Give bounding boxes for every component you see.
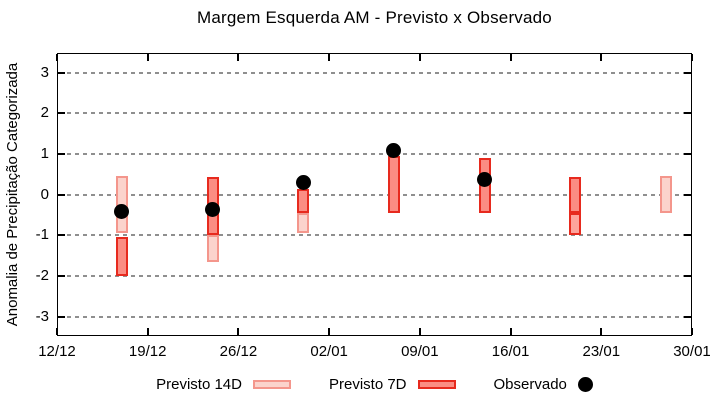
legend-item-previsto-14d: Previsto 14D — [156, 376, 291, 393]
legend-label-previsto-7d: Previsto 7D — [328, 375, 407, 393]
legend-swatch-previsto-7d-icon — [417, 379, 456, 389]
xtick-label: 09/01 — [401, 343, 439, 360]
gridline-y — [59, 274, 690, 277]
xtick-label: 16/01 — [491, 343, 530, 360]
gridline-y — [59, 234, 690, 237]
xtick-top — [691, 54, 693, 61]
ytick-right — [684, 153, 691, 156]
xtick-label: 30/01 — [673, 343, 711, 360]
xtick-top — [509, 54, 512, 61]
chart-title: Margem Esquerda AM - Previsto x Observad… — [197, 8, 552, 27]
xtick-label: 02/01 — [310, 343, 348, 360]
observed-dot — [205, 201, 220, 217]
xtick-bottom — [691, 328, 693, 335]
ytick-left — [58, 153, 65, 156]
xtick-top — [237, 54, 240, 61]
ytick-label: -3 — [35, 307, 49, 325]
forecast-bar-previsto14d — [660, 176, 673, 213]
ytick-left — [58, 112, 65, 115]
gridline-y — [59, 193, 690, 196]
ytick-right — [684, 315, 691, 318]
gridline-y — [59, 315, 690, 318]
legend: Previsto 14D Previsto 7D Observado — [57, 373, 692, 395]
observed-dot — [386, 142, 402, 158]
gridline-y — [59, 71, 690, 74]
observed-dot — [114, 204, 130, 220]
xtick-top — [600, 54, 603, 61]
observed-dot — [295, 175, 311, 191]
ytick-label: 3 — [40, 63, 49, 81]
xtick-bottom — [418, 328, 421, 335]
forecast-bar-previsto7d_light — [569, 212, 582, 236]
ytick-left — [58, 71, 65, 74]
xtick-top — [328, 54, 331, 61]
xtick-bottom — [328, 328, 331, 335]
legend-item-observado: Observado — [494, 376, 593, 393]
ytick-label: 2 — [40, 104, 49, 122]
legend-dot-observado-icon — [577, 376, 593, 392]
ytick-right — [684, 112, 691, 115]
ytick-right — [684, 193, 691, 196]
ytick-left — [58, 315, 65, 318]
xtick-label: 12/12 — [38, 343, 76, 360]
legend-label-observado: Observado — [493, 375, 567, 393]
gridline-y — [59, 112, 690, 115]
ytick-left — [58, 234, 65, 237]
ytick-label: 1 — [40, 145, 49, 163]
ytick-right — [684, 234, 691, 237]
ytick-label: -2 — [35, 266, 49, 284]
legend-item-previsto-7d: Previsto 7D — [329, 376, 456, 393]
legend-swatch-previsto-14d-icon — [252, 379, 291, 389]
forecast-bar-previsto14d — [206, 235, 219, 262]
ytick-right — [684, 274, 691, 277]
xtick-bottom — [146, 328, 149, 335]
xtick-label: 26/12 — [219, 343, 258, 360]
xtick-label: 19/12 — [128, 343, 167, 360]
xtick-bottom — [509, 328, 512, 335]
forecast-bar-previsto7d — [569, 177, 582, 213]
xtick-top — [146, 54, 149, 61]
forecast-bar-previsto14d — [297, 212, 310, 234]
ytick-label: 0 — [40, 185, 49, 203]
forecast-bar-previsto7d — [115, 237, 128, 276]
observed-dot — [477, 171, 493, 187]
ytick-left — [58, 274, 65, 277]
xtick-bottom — [237, 328, 240, 335]
gridline-y — [59, 153, 690, 156]
plot-border — [57, 53, 692, 336]
xtick-bottom — [600, 328, 603, 335]
ytick-left — [58, 193, 65, 196]
ytick-right — [684, 71, 691, 74]
ytick-label: -1 — [35, 226, 49, 244]
xtick-top — [418, 54, 421, 61]
legend-label-previsto-14d: Previsto 14D — [156, 375, 242, 393]
xtick-label: 23/01 — [582, 343, 621, 360]
